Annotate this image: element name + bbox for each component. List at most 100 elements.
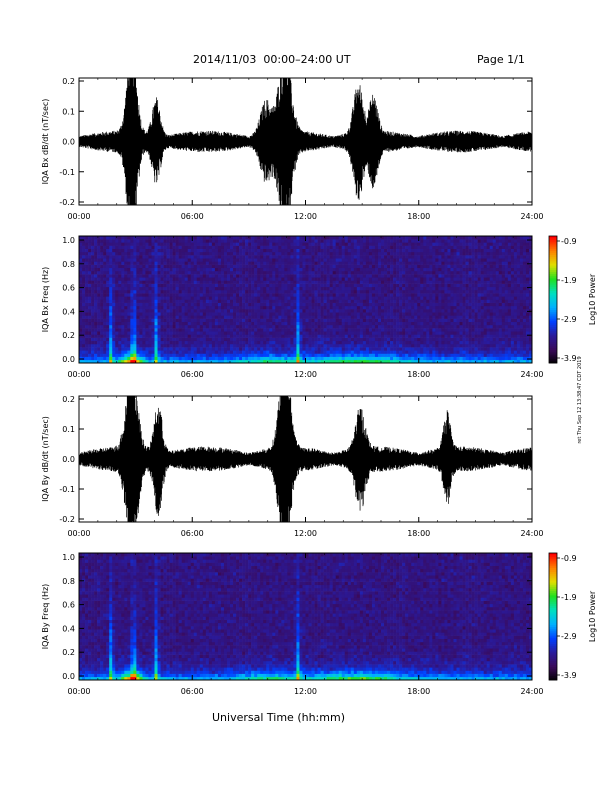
spectrogram-cell <box>214 340 219 345</box>
spectrogram-cell <box>365 299 370 303</box>
spectrogram-cell <box>157 353 161 357</box>
spectrogram-cell <box>139 267 143 272</box>
spectrogram-cell <box>408 270 412 275</box>
spectrogram-cell <box>329 359 333 364</box>
spectrogram-cell <box>178 359 182 364</box>
spectrogram-cell <box>278 293 282 297</box>
spectrogram-cell <box>118 239 122 243</box>
spectrogram-cell <box>359 312 364 316</box>
spectrogram-cell <box>196 312 201 316</box>
spectrogram-cell <box>196 343 201 348</box>
spectrogram-cell <box>290 331 294 335</box>
spectrogram-cell <box>196 305 201 310</box>
spectrogram-cell <box>405 258 409 262</box>
spectrogram-cell <box>187 356 192 361</box>
spectrogram-cell <box>230 328 234 332</box>
spectrogram-cell <box>193 248 198 253</box>
spectrogram-cell <box>329 340 333 345</box>
spectrogram-cell <box>275 251 279 256</box>
spectrogram-cell <box>377 261 382 265</box>
spectrogram-cell <box>408 318 412 323</box>
spectrogram-cell <box>432 334 436 338</box>
spectrogram-cell <box>257 340 261 345</box>
spectrogram-cell <box>205 258 210 262</box>
spectrogram-cell <box>296 343 300 348</box>
spectrogram-cell <box>368 274 373 278</box>
spectrogram-cell <box>187 334 192 338</box>
spectrogram-cell <box>417 258 421 262</box>
spectrogram-cell <box>377 359 382 364</box>
spectrogram-cell <box>245 328 249 332</box>
spectrogram-cell <box>299 312 303 316</box>
spectrogram-cell <box>242 283 246 288</box>
spectrogram-cell <box>94 277 98 281</box>
spectrogram-cell <box>230 255 234 259</box>
spectrogram-cell <box>302 293 306 297</box>
spectrogram-cell <box>329 343 333 348</box>
spectrogram-cell <box>160 251 164 256</box>
spectrogram-cell <box>305 258 309 262</box>
spectrogram-cell <box>208 359 213 364</box>
spectrogram-cell <box>202 318 207 323</box>
spectrogram-cell <box>417 289 421 294</box>
spectrogram-cell <box>172 350 176 354</box>
spectrogram-cell <box>275 331 279 335</box>
spectrogram-cell <box>350 305 355 310</box>
spectrogram-cell <box>368 248 373 253</box>
spectrogram-cell <box>320 315 324 319</box>
spectrogram-cell <box>254 239 258 243</box>
spectrogram-cell <box>341 328 346 332</box>
spectrogram-cell <box>296 251 300 256</box>
spectrogram-cell <box>109 302 113 307</box>
spectrogram-cell <box>332 248 336 253</box>
spectrogram-cell <box>426 280 430 284</box>
spectrogram-cell <box>169 328 173 332</box>
spectrogram-cell <box>214 261 219 265</box>
spectrogram-cell <box>151 270 155 275</box>
spectrogram-cell <box>311 347 315 351</box>
spectrogram-cell <box>344 334 349 338</box>
spectrogram-cell <box>311 353 315 357</box>
spectrogram-cell <box>157 242 161 246</box>
spectrogram-cell <box>115 347 119 351</box>
spectrogram-cell <box>230 315 234 319</box>
spectrogram-cell <box>115 258 119 262</box>
spectrogram-cell <box>387 318 391 323</box>
spectrogram-cell <box>269 347 273 351</box>
spectrogram-cell <box>157 347 161 351</box>
spectrogram-cell <box>341 267 346 272</box>
spectrogram-cell <box>184 236 189 240</box>
spectrogram-cell <box>414 280 418 284</box>
spectrogram-cell <box>211 283 216 288</box>
spectrogram-cell <box>251 309 255 313</box>
spectrogram-cell <box>196 315 201 319</box>
spectrogram-cell <box>190 334 195 338</box>
spectrogram-cell <box>136 324 140 329</box>
spectrogram-cell <box>175 356 179 361</box>
spectrogram-cell <box>217 258 222 262</box>
spectrogram-cell <box>362 248 367 253</box>
spectrogram-cell <box>193 277 198 281</box>
spectrogram-cell <box>85 318 89 323</box>
spectrogram-cell <box>263 318 267 323</box>
spectrogram-cell <box>399 353 403 357</box>
spectrogram-cell <box>368 236 373 240</box>
spectrogram-cell <box>82 251 86 256</box>
spectrogram-cell <box>396 343 400 348</box>
spectrogram-cell <box>275 286 279 291</box>
spectrogram-cell <box>311 337 315 342</box>
spectrogram-cell <box>103 277 107 281</box>
spectrogram-cell <box>350 236 355 240</box>
spectrogram-cell <box>199 299 204 303</box>
spectrogram-cell <box>338 236 343 240</box>
spectrogram-cell <box>381 236 385 240</box>
spectrogram-cell <box>124 242 128 246</box>
spectrogram-cell <box>175 315 179 319</box>
spectrogram-cell <box>226 334 231 338</box>
spectrogram-cell <box>426 331 430 335</box>
spectrogram-cell <box>435 280 439 284</box>
spectrogram-cell <box>444 359 448 364</box>
spectrogram-cell <box>311 331 315 335</box>
spectrogram-cell <box>199 245 204 249</box>
spectrogram-cell <box>399 274 403 278</box>
